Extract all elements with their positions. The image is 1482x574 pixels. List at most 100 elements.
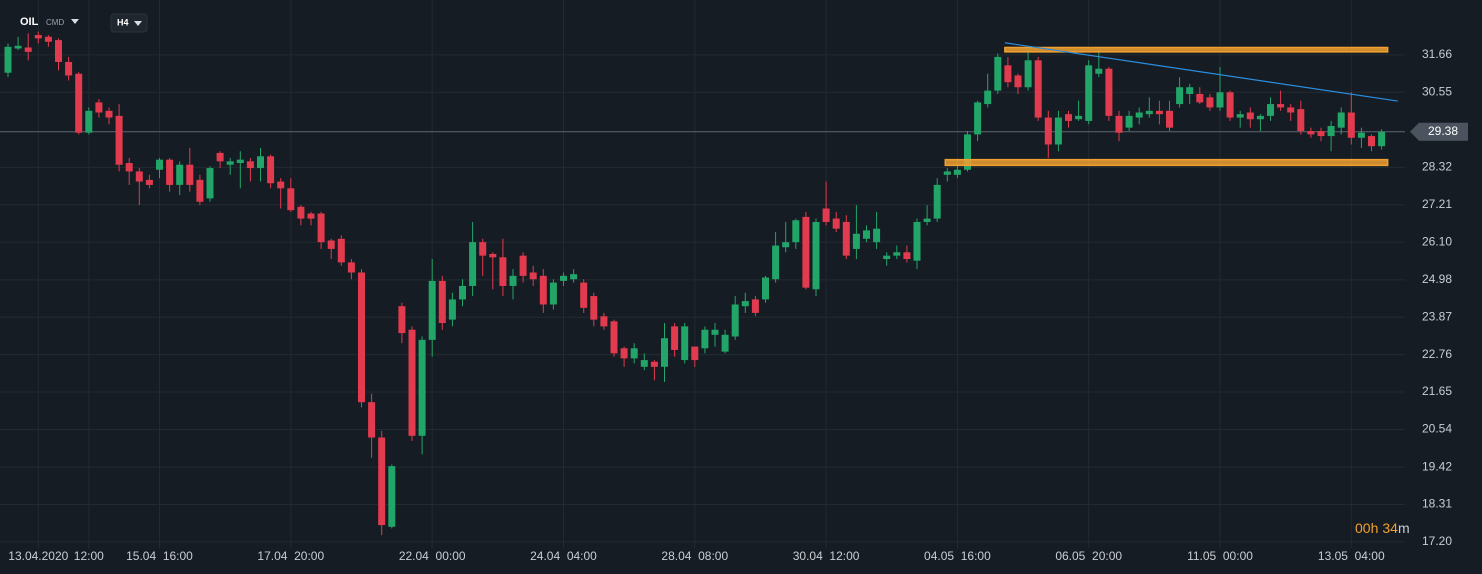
candle-body [873, 228, 881, 243]
market: CMD [46, 18, 64, 27]
x-tick-label: 22.04 00:00 [399, 549, 466, 563]
candle-body [630, 348, 638, 359]
candle-body [1246, 112, 1254, 120]
x-tick-label: 13.04.2020 [8, 549, 68, 563]
x-tick-label: 06.05 20:00 [1055, 549, 1122, 563]
candle-body [933, 184, 941, 219]
candle-body [1287, 107, 1295, 113]
candle-body [44, 36, 52, 42]
candle-body [4, 46, 12, 73]
candle-body [1216, 92, 1224, 108]
candle-body [1024, 60, 1032, 88]
candle-body [863, 230, 870, 239]
candle-body [226, 161, 234, 165]
x-tick-label: 28.04 08:00 [661, 549, 728, 563]
interval[interactable]: H4 [117, 17, 129, 27]
y-tick-label: 28.32 [1422, 160, 1452, 174]
candle-body [1145, 110, 1153, 115]
symbol[interactable]: OIL [20, 16, 39, 28]
candle-body [1115, 115, 1123, 133]
candle-body [125, 163, 133, 172]
candle-body [681, 326, 689, 361]
candle-body [75, 73, 83, 133]
candle-body [519, 255, 527, 276]
x-tick-label: 04.05 16:00 [924, 549, 991, 563]
y-tick-label: 18.31 [1422, 497, 1452, 511]
candle-body [257, 156, 264, 169]
candle-body [317, 213, 325, 243]
candle-body [711, 329, 719, 335]
candle-body [1044, 117, 1052, 145]
candle-body [650, 361, 658, 367]
candle-body [751, 299, 759, 313]
candle-body [549, 282, 557, 305]
candle-body [65, 61, 73, 76]
candle-body [984, 90, 992, 105]
candle-body [1206, 97, 1214, 108]
x-tick-label: 12:00 [74, 549, 104, 563]
interval-button[interactable] [110, 13, 148, 33]
candle-body [953, 169, 961, 175]
candle-body [1075, 115, 1083, 120]
candle-body [1135, 112, 1143, 118]
candle-body [1095, 68, 1103, 74]
last-price-label: 29.38 [1428, 124, 1458, 138]
symbol-dropdown[interactable] [71, 19, 79, 24]
candle-body [560, 275, 567, 281]
candle-body [923, 218, 931, 222]
candle-body [85, 110, 93, 133]
price-zone [944, 158, 1389, 167]
timer-hours-unit: h [1371, 520, 1379, 536]
candle-body [1277, 104, 1285, 108]
candle-body [590, 296, 598, 320]
candle-body [277, 181, 285, 189]
candle-body [1337, 112, 1345, 128]
candle-body [600, 316, 608, 327]
candle-body [186, 164, 194, 185]
candle-body [1054, 117, 1062, 145]
candle-body [378, 437, 386, 526]
candle-body [337, 238, 345, 263]
candle-body [1267, 104, 1274, 116]
candle-body [701, 329, 709, 349]
candle-body [913, 221, 921, 261]
candle-body [721, 334, 729, 352]
y-tick-label: 20.54 [1422, 422, 1452, 436]
candle-body [135, 171, 143, 182]
candle-body [691, 346, 699, 361]
x-tick-label: 30.04 12:00 [793, 549, 860, 563]
candle-body [398, 306, 406, 334]
candle-body [347, 262, 355, 273]
candle-body [509, 275, 517, 286]
candle-body [741, 301, 749, 307]
candle-body [216, 152, 224, 162]
candle-body [34, 35, 42, 39]
candle-body [964, 134, 971, 170]
candle-body [95, 102, 103, 113]
candle-body [832, 218, 840, 229]
interval-dropdown[interactable] [134, 21, 142, 26]
candle-body [1186, 87, 1194, 94]
candle-body [297, 206, 305, 219]
timer-minutes: 34 [1382, 520, 1398, 536]
y-tick-label: 30.55 [1422, 84, 1452, 98]
candle-body [1226, 92, 1234, 118]
candle-body [1347, 112, 1355, 138]
candle-body [822, 208, 830, 222]
candle-body [166, 159, 174, 185]
y-tick-label: 24.98 [1422, 272, 1452, 286]
y-tick-label: 19.42 [1422, 459, 1452, 473]
candle-body [1327, 125, 1335, 137]
candle-body [1014, 75, 1022, 88]
candle-body [388, 466, 396, 527]
candle-body [1368, 136, 1375, 147]
candle-body [236, 159, 244, 164]
candle-body [246, 161, 254, 169]
candle-body [883, 255, 891, 260]
candle-body [903, 252, 911, 260]
candle-body [418, 339, 426, 436]
candle-body [1004, 65, 1012, 83]
candle-body [438, 280, 446, 324]
candle-body [661, 338, 668, 367]
